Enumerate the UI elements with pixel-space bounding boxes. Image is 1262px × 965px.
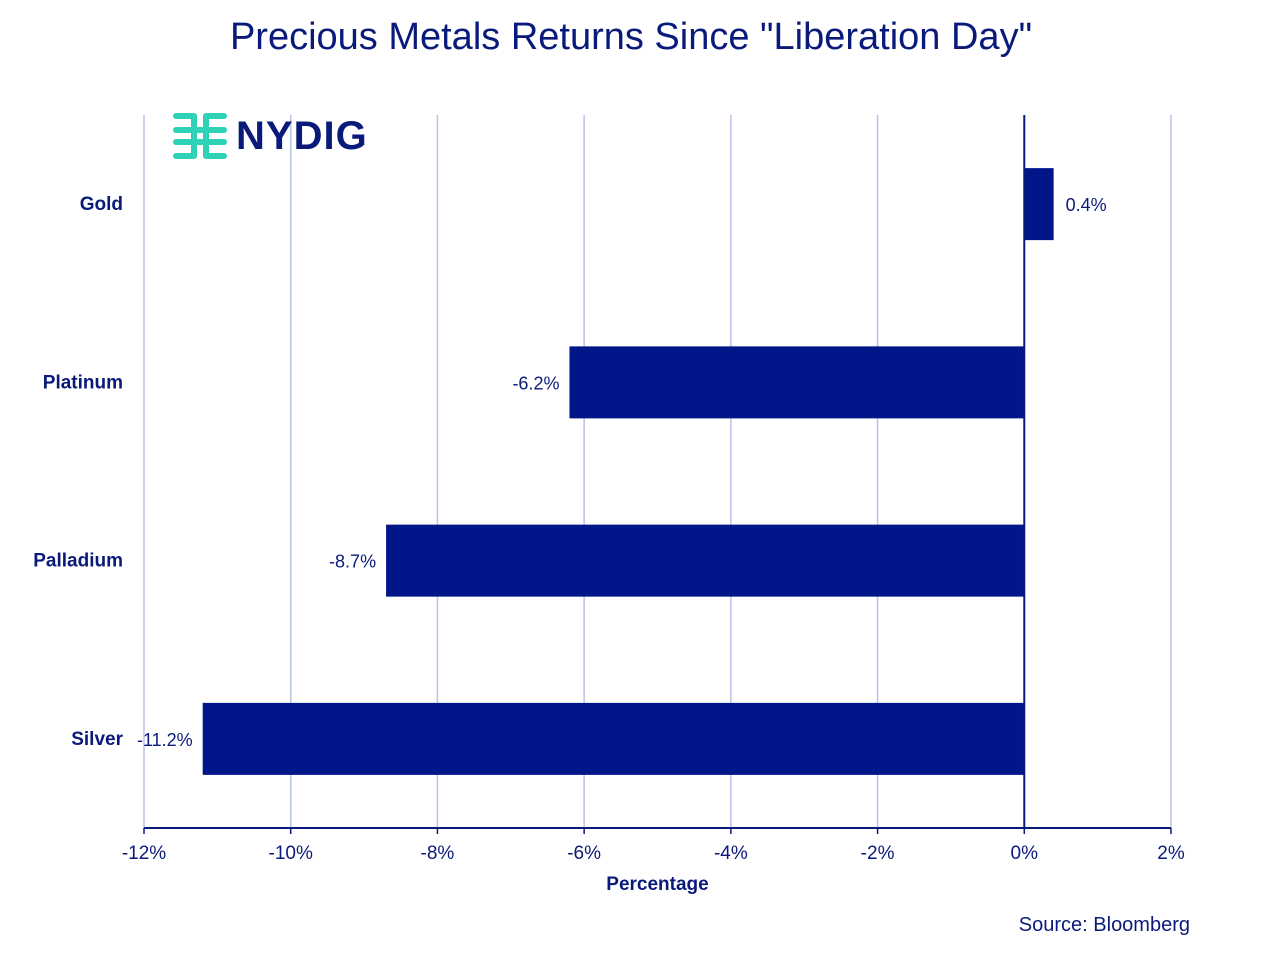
data-label: -6.2% — [512, 373, 559, 393]
chart-title: Precious Metals Returns Since "Liberatio… — [229, 16, 1033, 58]
labels: Gold 0.4% Platinum -6.2% Palladium -8.7% Silve… — [33, 194, 1185, 895]
x-tick-label: -8% — [421, 843, 455, 864]
nydig-logo-mark-icon — [173, 113, 227, 159]
x-tick-label: -10% — [269, 843, 313, 864]
category-label: Silver — [71, 729, 123, 750]
bar-gold — [1024, 168, 1054, 241]
bars — [202, 168, 1054, 775]
category-label: Platinum — [43, 372, 123, 393]
x-axis-title: Percentage — [606, 874, 708, 895]
logo-text: NYDIG — [236, 113, 368, 158]
x-tick-label: -4% — [714, 843, 748, 864]
x-tick-label: -6% — [567, 843, 601, 864]
data-label: -8.7% — [329, 552, 376, 572]
source-note: Source: Bloomberg — [1018, 914, 1190, 936]
x-tick-label: -12% — [122, 843, 166, 864]
x-tick-label: -2% — [861, 843, 895, 864]
x-tick-label: 2% — [1157, 843, 1185, 864]
nydig-logo: NYDIG — [172, 108, 368, 164]
bar-platinum — [569, 346, 1025, 419]
x-tick-label: 0% — [1011, 843, 1039, 864]
bar-palladium — [386, 524, 1025, 597]
category-label: Gold — [80, 194, 123, 215]
bar-silver — [202, 702, 1025, 775]
axes — [143, 115, 1172, 834]
data-label: -11.2% — [137, 730, 193, 750]
data-label: 0.4% — [1066, 195, 1107, 215]
category-label: Palladium — [33, 551, 123, 572]
